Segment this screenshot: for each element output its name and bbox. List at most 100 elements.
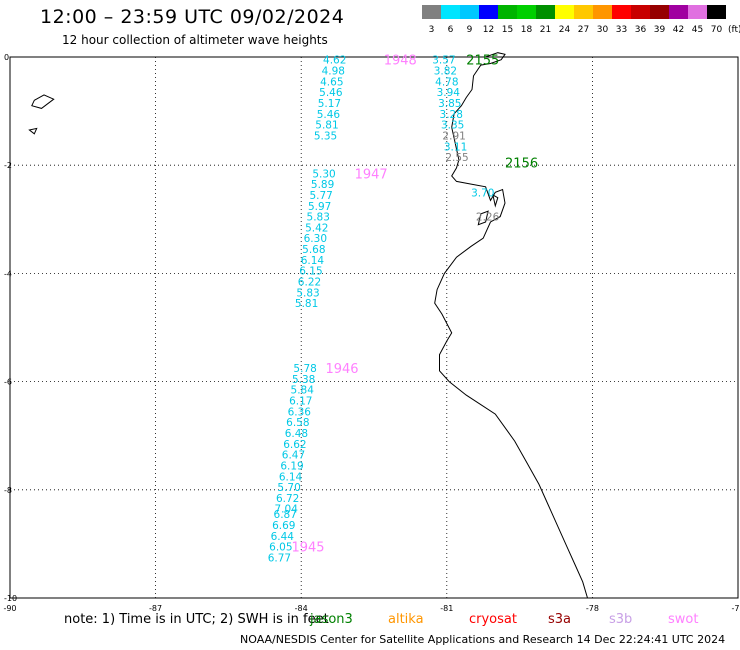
colorbar-swatch <box>479 5 498 19</box>
colorbar-swatch <box>574 5 593 19</box>
wave-height-label: 3.35 <box>441 120 464 132</box>
colorbar-label: 9 <box>467 25 473 35</box>
track-time-label: 1945 <box>291 541 324 556</box>
wave-height-label: 6.15 <box>299 266 322 278</box>
wave-height-label: 6.14 <box>301 255 325 267</box>
galapagos-island <box>28 127 38 135</box>
wave-height-label: 3.85 <box>438 98 461 110</box>
colorbar-swatch <box>650 5 669 19</box>
y-tick-label: -10 <box>4 594 17 603</box>
wave-height-label: 6.14 <box>279 471 303 483</box>
colorbar-label: 42 <box>673 25 684 35</box>
track-time-label: 2155 <box>466 54 499 69</box>
wave-height-label: 6.05 <box>269 542 292 554</box>
y-tick-label: -2 <box>4 161 12 170</box>
colorbar-swatch <box>707 5 726 19</box>
y-tick-label: 0 <box>4 53 9 62</box>
wave-height-label: 5.38 <box>292 374 315 386</box>
gulf-island <box>492 194 499 208</box>
note-text: note: 1) Time is in UTC; 2) SWH is in fe… <box>64 612 329 627</box>
wave-height-label: 6.22 <box>298 277 321 289</box>
colorbar-swatch <box>517 5 536 19</box>
wave-height-label: 3.82 <box>434 66 457 78</box>
wave-height-label: 6.58 <box>286 417 309 429</box>
wave-height-label: 5.78 <box>293 363 316 375</box>
wave-height-label: 5.81 <box>295 298 318 310</box>
wave-height-map: -90-87-84-81-78-750-2-4-6-8-104.624.984.… <box>3 52 740 613</box>
colorbar-swatch <box>669 5 688 19</box>
colorbar-label: 3 <box>429 25 435 35</box>
wave-height-label: 6.30 <box>304 233 327 245</box>
wave-height-label: 5.42 <box>305 222 328 234</box>
wave-height-label: 5.35 <box>314 130 337 142</box>
wave-height-label: 5.70 <box>277 482 300 494</box>
wave-height-label: 2.55 <box>445 152 468 164</box>
wave-height-label: 3.94 <box>437 87 461 99</box>
footer-credit: NOAA/NESDIS Center for Satellite Applica… <box>240 633 726 646</box>
colorbar-label: 15 <box>502 25 513 35</box>
wave-height-label: 5.68 <box>302 244 325 256</box>
colorbar-label: 18 <box>521 25 533 35</box>
wave-height-label: 5.83 <box>296 287 319 299</box>
wave-height-label: 6.77 <box>268 552 291 564</box>
wave-height-label: 6.19 <box>280 460 303 472</box>
colorbar-swatch <box>422 5 441 19</box>
colorbar-label: 39 <box>654 25 666 35</box>
x-tick-label: -78 <box>586 604 599 613</box>
gulf-island <box>477 210 489 226</box>
wave-height-label: 6.17 <box>289 396 312 408</box>
x-tick-label: -75 <box>731 604 740 613</box>
wave-height-label: 6.72 <box>276 493 299 505</box>
satellite-legend-s3b: s3b <box>609 612 633 627</box>
colorbar-swatch <box>498 5 517 19</box>
wave-height-label: 5.30 <box>312 168 335 180</box>
wave-height-label: 6.62 <box>283 439 306 451</box>
colorbar-label: 70 <box>711 25 723 35</box>
track-time-label: 1948 <box>384 54 417 69</box>
wave-height-label: 5.84 <box>291 385 315 397</box>
colorbar-unit: (ft) <box>728 25 740 35</box>
colorbar-label: 36 <box>635 25 647 35</box>
x-tick-label: -84 <box>295 604 308 613</box>
y-tick-label: -6 <box>4 378 12 387</box>
x-tick-label: -87 <box>149 604 162 613</box>
wave-height-label: 5.83 <box>307 212 330 224</box>
y-tick-label: -8 <box>4 486 12 495</box>
colorbar-label: 21 <box>540 25 551 35</box>
colorbar-label: 45 <box>692 25 703 35</box>
colorbar-label: 30 <box>597 25 609 35</box>
galapagos-island <box>31 94 55 109</box>
colorbar-label: 12 <box>483 25 494 35</box>
wave-height-label: 3.70 <box>471 187 494 199</box>
wave-height-label: 5.89 <box>311 179 334 191</box>
wave-height-label: 4.65 <box>320 76 343 88</box>
wave-height-label: 3.11 <box>444 141 467 153</box>
wave-height-label: 2.26 <box>476 212 500 224</box>
colorbar-swatch <box>460 5 479 19</box>
satellite-legend-cryosat: cryosat <box>469 612 517 627</box>
wave-height-label: 6.36 <box>288 406 312 418</box>
wave-height-label: 2.91 <box>442 130 465 142</box>
colorbar-label: 24 <box>559 25 571 35</box>
wave-height-label: 3.28 <box>440 109 463 121</box>
satellite-legend-swot: swot <box>668 612 699 627</box>
y-tick-label: -4 <box>4 269 12 278</box>
satellite-legend-s3a: s3a <box>548 612 572 627</box>
x-tick-label: -90 <box>3 604 16 613</box>
wave-height-label: 5.17 <box>318 98 341 110</box>
satellite-legend-jason3: jason3 <box>310 612 353 627</box>
colorbar-swatch <box>555 5 574 19</box>
wave-height-label: 6.69 <box>272 520 295 532</box>
satellite-legend-altika: altika <box>388 612 424 627</box>
colorbar-swatch <box>631 5 650 19</box>
colorbar-swatch <box>593 5 612 19</box>
coastline <box>434 52 588 599</box>
wave-height-label: 5.46 <box>319 87 343 99</box>
wave-height-label: 3.57 <box>432 55 455 67</box>
colorbar-label: 33 <box>616 25 627 35</box>
wave-height-label: 6.47 <box>282 450 305 462</box>
wave-height-label: 5.81 <box>315 120 338 132</box>
map-frame <box>9 56 739 599</box>
colorbar-swatch <box>688 5 707 19</box>
